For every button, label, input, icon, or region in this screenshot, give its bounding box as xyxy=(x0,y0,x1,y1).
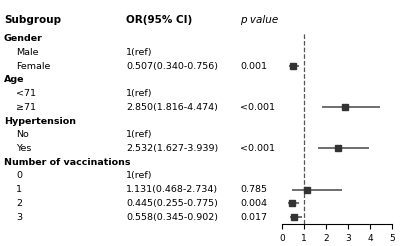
Text: p value: p value xyxy=(240,15,278,25)
Text: Subgroup: Subgroup xyxy=(4,15,61,25)
Text: Age: Age xyxy=(4,76,24,84)
Text: <71: <71 xyxy=(16,89,36,98)
Text: Hypertension: Hypertension xyxy=(4,117,76,125)
Text: 3: 3 xyxy=(16,213,22,221)
Text: 0.445(0.255-0.775): 0.445(0.255-0.775) xyxy=(126,199,218,208)
Text: ≥71: ≥71 xyxy=(16,103,36,112)
Text: 1(ref): 1(ref) xyxy=(126,130,152,139)
Text: 1(ref): 1(ref) xyxy=(126,48,152,57)
Text: 0: 0 xyxy=(16,171,22,180)
Text: OR(95% CI): OR(95% CI) xyxy=(126,15,192,25)
Text: 0.507(0.340-0.756): 0.507(0.340-0.756) xyxy=(126,62,218,71)
Text: 2: 2 xyxy=(16,199,22,208)
Text: 0.017: 0.017 xyxy=(240,213,267,221)
Text: 2.532(1.627-3.939): 2.532(1.627-3.939) xyxy=(126,144,218,153)
Text: Male: Male xyxy=(16,48,38,57)
Text: Female: Female xyxy=(16,62,50,71)
Text: 1(ref): 1(ref) xyxy=(126,171,152,180)
Text: Number of vaccinations: Number of vaccinations xyxy=(4,158,130,167)
Text: 1.131(0.468-2.734): 1.131(0.468-2.734) xyxy=(126,185,218,194)
Text: <0.001: <0.001 xyxy=(240,144,275,153)
Text: No: No xyxy=(16,130,29,139)
Text: 0.001: 0.001 xyxy=(240,62,267,71)
Text: Yes: Yes xyxy=(16,144,31,153)
Text: 2.850(1.816-4.474): 2.850(1.816-4.474) xyxy=(126,103,218,112)
Text: 0.785: 0.785 xyxy=(240,185,267,194)
Text: 0.004: 0.004 xyxy=(240,199,267,208)
Text: <0.001: <0.001 xyxy=(240,103,275,112)
Text: 1(ref): 1(ref) xyxy=(126,89,152,98)
Text: 0.558(0.345-0.902): 0.558(0.345-0.902) xyxy=(126,213,218,221)
Text: Gender: Gender xyxy=(4,34,43,43)
Text: 1: 1 xyxy=(16,185,22,194)
